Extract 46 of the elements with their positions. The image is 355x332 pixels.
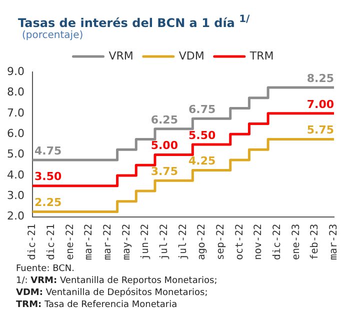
y-tick-label: 3.0 [6, 189, 24, 202]
data-label: 5.00 [150, 139, 178, 152]
x-tick-label: jul-22 [178, 224, 189, 260]
text: TRM: Tasa de Referencia Monetaria [16, 299, 178, 311]
x-tick-label: sep-22 [216, 224, 227, 260]
legend-label: VDM [178, 49, 204, 62]
chart-title: Tasas de interés del BCN a 1 día $^{1/}$ [17, 13, 251, 30]
x-tick-label: oct-22 [234, 224, 246, 260]
y-tick-label: 6.0 [6, 126, 24, 140]
text: VDM: Ventanilla de Depósitos Monetarios; [16, 287, 209, 299]
x-tick-label: ene-23 [290, 224, 302, 260]
data-label: 6.25 [150, 113, 178, 126]
y-tick-label: 8.0 [6, 86, 24, 99]
text: 1/: VRM: Ventanilla de Reportos Monetarios; [16, 275, 218, 287]
x-tick-label: ene-22 [64, 224, 76, 260]
x-tick-label: nov-22 [253, 224, 264, 260]
x-tick-label: dic-22 [272, 224, 284, 260]
y-tick-label: 4.0 [6, 168, 24, 182]
y-tick-label: 2.0 [6, 210, 24, 223]
y-tick-label: 5.0 [6, 148, 24, 161]
legend-label: VRM [108, 49, 134, 62]
data-label: 8.25 [306, 72, 334, 85]
x-tick-label: may-22 [121, 224, 132, 260]
source-note: Fuente: BCN. [16, 263, 76, 275]
x-tick-label: dic-21 [46, 224, 57, 260]
x-tick-label: jun-22 [140, 224, 152, 260]
chart-subtitle: (porcentaje) [21, 30, 84, 41]
data-label: 6.75 [188, 102, 216, 116]
x-tick-label: mar-22 [84, 224, 95, 260]
data-label: 5.50 [188, 128, 216, 142]
data-label: 4.25 [188, 154, 216, 168]
data-label: 3.75 [150, 165, 178, 178]
data-label: 4.75 [34, 144, 62, 158]
x-tick-label: feb-23 [310, 224, 321, 260]
legend-label: TRM [248, 49, 274, 62]
y-tick-label: 7.0 [6, 106, 24, 120]
data-label: 3.50 [34, 170, 62, 184]
data-label: 7.00 [306, 98, 334, 111]
x-tick-label: jul-22 [158, 224, 170, 260]
data-label: 5.75 [306, 124, 334, 137]
y-tick-label: 9.0 [6, 64, 24, 78]
x-tick-label: mar-22 [102, 224, 114, 260]
x-tick-label: ago-22 [196, 224, 208, 260]
data-label: 2.25 [34, 196, 62, 210]
x-tick-label: dic-21 [27, 224, 38, 260]
x-tick-label: mar-23 [328, 224, 340, 260]
